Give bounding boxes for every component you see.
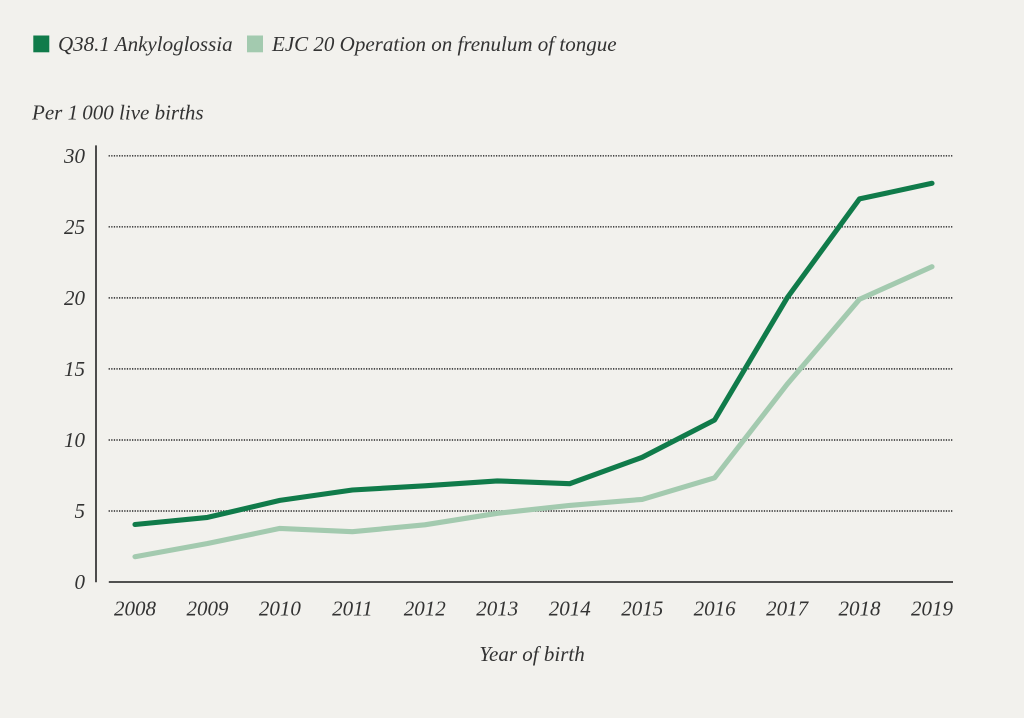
svg-text:25: 25 xyxy=(64,215,85,239)
svg-text:5: 5 xyxy=(75,499,86,523)
svg-text:20: 20 xyxy=(64,286,86,310)
svg-text:EJC 20 Operation on frenulum o: EJC 20 Operation on frenulum of tongue xyxy=(271,32,617,56)
svg-text:2008: 2008 xyxy=(114,597,157,621)
svg-text:2017: 2017 xyxy=(766,597,810,621)
svg-text:2014: 2014 xyxy=(549,597,592,621)
svg-text:15: 15 xyxy=(64,357,85,381)
svg-text:Year of birth: Year of birth xyxy=(479,642,584,666)
svg-text:Q38.1 Ankyloglossia: Q38.1 Ankyloglossia xyxy=(58,32,233,56)
svg-text:2018: 2018 xyxy=(839,597,882,621)
svg-text:2011: 2011 xyxy=(332,597,372,621)
svg-text:2019: 2019 xyxy=(911,597,954,621)
svg-text:30: 30 xyxy=(63,144,86,168)
svg-text:2009: 2009 xyxy=(187,597,230,621)
svg-text:2013: 2013 xyxy=(476,597,518,621)
svg-text:2012: 2012 xyxy=(404,597,447,621)
svg-text:2010: 2010 xyxy=(259,597,302,621)
svg-text:10: 10 xyxy=(64,428,86,452)
svg-text:0: 0 xyxy=(75,570,86,594)
svg-text:2015: 2015 xyxy=(621,597,663,621)
svg-text:Per 1 000 live births: Per 1 000 live births xyxy=(31,101,204,125)
svg-text:2016: 2016 xyxy=(694,597,737,621)
